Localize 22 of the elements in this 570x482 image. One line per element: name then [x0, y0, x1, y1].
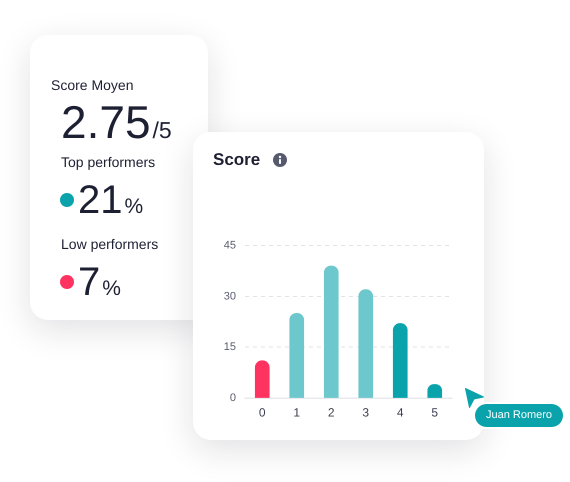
text: 21%: [78, 178, 144, 222]
y-tick-label: 30: [224, 290, 236, 302]
text: Score Moyen: [51, 77, 134, 93]
text: 7%: [78, 260, 121, 304]
x-tick-label: 0: [258, 406, 266, 420]
x-tick-label: 3: [362, 406, 370, 420]
bar: [289, 313, 304, 398]
bar: [358, 289, 374, 398]
bar: [392, 323, 408, 398]
text: Top performers: [61, 154, 156, 170]
text: 2.75/5: [61, 96, 172, 148]
x-tick-label: 4: [396, 406, 404, 420]
chart-title: Score: [213, 150, 260, 170]
x-tick-label: 1: [293, 406, 300, 420]
bar: [254, 360, 270, 398]
y-tick-label: 15: [224, 341, 236, 354]
text: Low performers: [61, 236, 158, 252]
y-tick-label: 0: [230, 392, 236, 404]
y-tick-label: 45: [224, 240, 236, 252]
bar: [324, 266, 339, 398]
x-tick-label: 2: [328, 406, 335, 420]
x-tick-label: 5: [431, 406, 438, 420]
